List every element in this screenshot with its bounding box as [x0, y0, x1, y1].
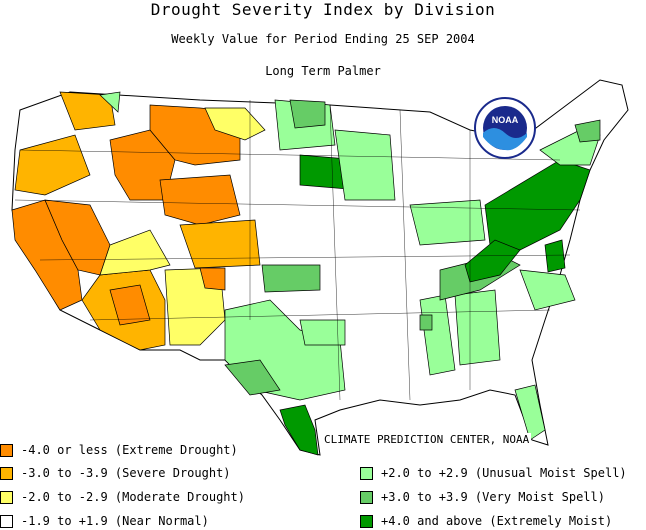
legend-swatch	[360, 490, 373, 504]
legend-item-extremely-moist: +4.0 and above (Extremely Moist)	[360, 513, 612, 529]
region-ks-very-moist	[261, 264, 321, 293]
legend-swatch	[360, 514, 373, 528]
map-subtitle: Weekly Value for Period Ending 25 SEP 20…	[171, 32, 475, 46]
index-name: Long Term Palmer	[265, 64, 381, 78]
legend-label: +2.0 to +2.9 (Unusual Moist Spell)	[381, 466, 627, 480]
legend-swatch	[0, 490, 13, 504]
region-tx-very-moist	[224, 359, 281, 396]
region-az-extreme	[109, 284, 151, 326]
legend-label: +3.0 to +3.9 (Very Moist Spell)	[381, 490, 605, 504]
region-appalachian-extreme-moist	[464, 239, 521, 283]
region-wy-extreme	[159, 174, 241, 226]
region-carolinas-moist	[519, 269, 576, 311]
legend-item-severe-drought: -3.0 to -3.9 (Severe Drought)	[0, 465, 231, 481]
legend-label: +4.0 and above (Extremely Moist)	[381, 514, 613, 528]
region-nm-extreme	[199, 267, 226, 291]
legend-item-unusual-moist: +2.0 to +2.9 (Unusual Moist Spell)	[360, 465, 627, 481]
region-va-extreme-moist	[544, 239, 566, 273]
legend-swatch	[360, 466, 373, 480]
division-borders	[14, 100, 581, 401]
legend-swatch	[0, 514, 13, 528]
legend-swatch	[0, 443, 13, 457]
region-ok-moist	[299, 319, 346, 346]
noaa-logo: NOAA	[474, 97, 536, 159]
region-wa-severe	[59, 91, 116, 131]
map-title: Drought Severity Index by Division	[150, 0, 496, 19]
region-ut-moderate	[99, 229, 171, 276]
legend-item-extreme-drought: -4.0 or less (Extreme Drought)	[0, 442, 238, 458]
region-co-severe	[179, 219, 261, 269]
legend-swatch	[0, 466, 13, 480]
region-tx-extreme-moist	[279, 404, 319, 456]
legend-label: -1.9 to +1.9 (Near Normal)	[21, 514, 209, 528]
region-ne-very-moist	[574, 119, 601, 143]
region-nd-very-moist	[289, 99, 326, 129]
legend-item-near-normal: -1.9 to +1.9 (Near Normal)	[0, 513, 209, 529]
region-mn-moist	[334, 129, 396, 201]
credit-label: CLIMATE PREDICTION CENTER, NOAA	[322, 433, 532, 446]
region-al-moist	[454, 289, 501, 366]
legend-label: -3.0 to -3.9 (Severe Drought)	[21, 466, 231, 480]
legend-item-moderate-drought: -2.0 to -2.9 (Moderate Drought)	[0, 489, 245, 505]
svg-text:NOAA: NOAA	[492, 115, 519, 125]
legend-label: -2.0 to -2.9 (Moderate Drought)	[21, 490, 245, 504]
drought-map	[11, 79, 629, 456]
legend-item-very-moist: +3.0 to +3.9 (Very Moist Spell)	[360, 489, 605, 505]
region-wa-moist	[99, 91, 121, 113]
legend-label: -4.0 or less (Extreme Drought)	[21, 443, 238, 457]
region-great-lakes-moist	[409, 199, 486, 246]
region-fl-moist	[514, 384, 546, 441]
region-la-very-moist	[419, 314, 433, 331]
region-or-severe	[14, 134, 91, 196]
